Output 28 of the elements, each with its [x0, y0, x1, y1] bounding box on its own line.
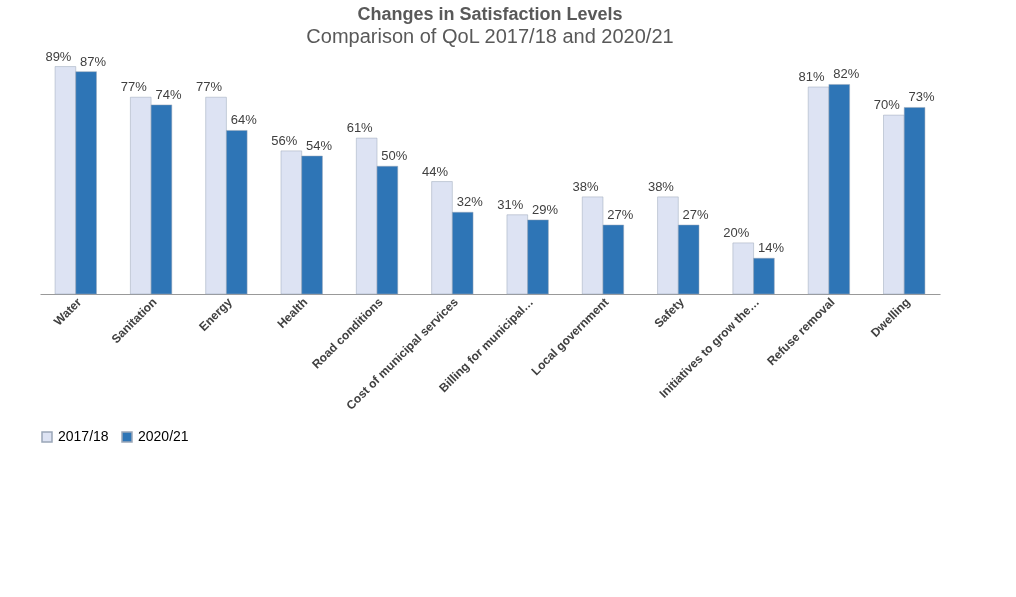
data-label: 73% [908, 89, 936, 105]
legend-label: 2017/18 [58, 428, 109, 444]
data-label: 27% [607, 207, 634, 222]
legend-label: 2020/21 [138, 428, 189, 444]
data-label: 38% [647, 178, 675, 194]
data-label: 31% [497, 196, 524, 212]
data-label: 74% [155, 86, 182, 102]
data-label: 82% [833, 66, 860, 82]
data-label: 77% [120, 79, 148, 95]
data-label: 32% [456, 194, 484, 210]
data-label: 70% [873, 97, 901, 113]
data-label: 54% [306, 138, 333, 153]
data-label: 56% [271, 132, 298, 148]
data-label: 38% [572, 178, 600, 194]
data-label: 50% [381, 148, 408, 164]
data-label: 64% [230, 112, 258, 128]
data-label: 44% [421, 163, 449, 179]
data-label: 29% [532, 201, 559, 217]
data-label: 87% [80, 53, 107, 69]
data-label: 89% [45, 48, 72, 64]
data-label: 61% [346, 120, 374, 136]
chart-title: Changes in Satisfaction Levels [357, 3, 623, 24]
data-label: 14% [757, 240, 785, 256]
data-label: 27% [682, 207, 710, 222]
chart-subtitle: Comparison of QoL 2017/18 and 2020/21 [306, 24, 674, 47]
data-label: 20% [723, 224, 750, 240]
data-label: 81% [798, 69, 825, 84]
data-label: 77% [196, 79, 223, 95]
